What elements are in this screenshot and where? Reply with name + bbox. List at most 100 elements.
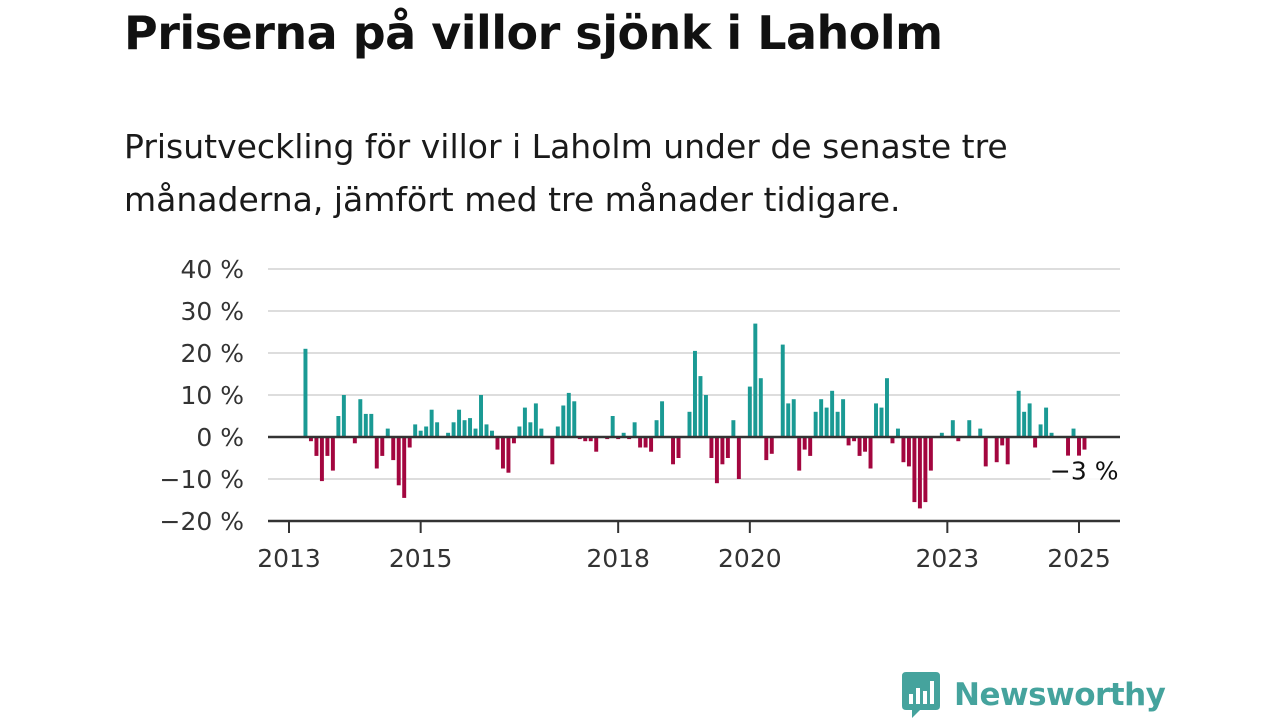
bar — [1082, 437, 1087, 450]
bar — [824, 407, 829, 437]
bar — [358, 399, 363, 437]
bar — [791, 399, 796, 437]
bar — [336, 416, 341, 437]
bar — [484, 424, 489, 437]
bar — [451, 422, 456, 437]
bar — [846, 437, 851, 446]
bar — [764, 437, 769, 461]
bar — [550, 437, 555, 465]
bar — [638, 437, 643, 448]
bar — [583, 437, 588, 442]
bar — [643, 437, 648, 448]
y-tick-label: −20 % — [160, 507, 244, 536]
bar — [649, 437, 654, 452]
bar — [879, 407, 884, 437]
last-value-annotation: −3 % — [1050, 457, 1119, 486]
bar — [978, 428, 983, 437]
x-tick-label: 2018 — [586, 544, 650, 573]
bar — [698, 376, 703, 437]
bar — [890, 437, 895, 444]
bar — [797, 437, 802, 471]
bar — [424, 426, 429, 437]
bar — [462, 420, 467, 437]
bar — [874, 403, 878, 437]
bar — [418, 430, 423, 437]
bar — [380, 437, 385, 456]
bar — [621, 432, 626, 437]
bar — [1049, 432, 1054, 437]
bar — [495, 437, 500, 450]
bar — [308, 437, 313, 442]
bar — [906, 437, 911, 467]
bar — [594, 437, 599, 452]
x-tick-label: 2015 — [389, 544, 453, 573]
bar — [852, 437, 857, 442]
bar — [1033, 437, 1038, 448]
bar — [720, 437, 725, 465]
bar — [374, 437, 379, 469]
bar — [671, 437, 675, 465]
bar — [479, 395, 483, 437]
y-tick-label: 10 % — [180, 381, 244, 410]
bar — [533, 403, 538, 437]
bar — [330, 437, 335, 471]
bar — [1027, 403, 1032, 437]
bar — [895, 428, 900, 437]
y-tick-label: 30 % — [180, 297, 244, 326]
bar — [802, 437, 807, 450]
bar — [994, 437, 999, 463]
bar — [956, 437, 961, 442]
bar — [473, 428, 478, 437]
bar — [841, 399, 846, 437]
bars — [303, 323, 1087, 509]
y-tick-label: 40 % — [180, 255, 244, 284]
bar — [457, 409, 462, 437]
bar — [769, 437, 774, 454]
bar — [983, 437, 988, 467]
bar — [588, 437, 593, 442]
x-tick-label: 2023 — [916, 544, 980, 573]
bar — [736, 437, 741, 479]
bar — [709, 437, 714, 458]
bar — [917, 437, 922, 509]
brand-name: Newsworthy — [954, 677, 1166, 713]
bar — [490, 430, 494, 437]
bar — [967, 420, 972, 437]
chart-title: Priserna på villor sjönk i Laholm — [124, 6, 943, 60]
bar — [363, 413, 368, 437]
bar — [325, 437, 330, 456]
bar — [369, 413, 374, 437]
bar — [1000, 437, 1005, 446]
bar — [725, 437, 730, 458]
bar — [863, 437, 868, 452]
bar — [950, 420, 955, 437]
bar — [780, 344, 785, 437]
bar — [928, 437, 933, 471]
bar — [539, 428, 544, 437]
y-tick-label: −10 % — [160, 465, 244, 494]
x-tick-label: 2020 — [718, 544, 782, 573]
bar — [555, 426, 560, 437]
bar — [1044, 407, 1049, 437]
bar — [396, 437, 401, 486]
bar — [660, 401, 665, 437]
y-tick-label: 20 % — [180, 339, 244, 368]
bar — [303, 348, 308, 437]
x-tick-label: 2025 — [1047, 544, 1111, 573]
bar — [1016, 390, 1021, 437]
annotation-background — [1050, 455, 1123, 488]
bar — [786, 403, 791, 437]
bar — [610, 416, 615, 437]
chart-subtitle: Prisutveckling för villor i Laholm under… — [124, 127, 1008, 219]
bar — [522, 407, 527, 437]
bar — [923, 437, 928, 503]
bar — [1066, 437, 1070, 456]
bar — [429, 409, 434, 437]
bar — [813, 411, 818, 437]
bar — [808, 437, 813, 456]
bar — [314, 437, 319, 456]
bar — [561, 405, 566, 437]
bar — [912, 437, 917, 503]
bar — [758, 378, 763, 437]
bar — [714, 437, 719, 484]
